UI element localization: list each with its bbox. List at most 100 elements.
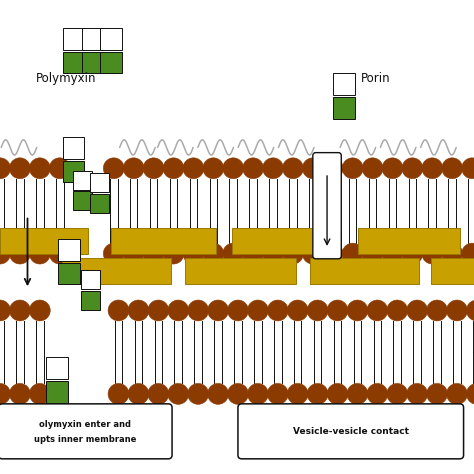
Circle shape — [263, 158, 283, 179]
Circle shape — [302, 243, 323, 264]
Text: Porin: Porin — [361, 72, 391, 85]
Circle shape — [382, 243, 403, 264]
Circle shape — [223, 243, 244, 264]
Bar — [63, 28, 84, 50]
Bar — [333, 97, 355, 118]
Circle shape — [203, 158, 224, 179]
Bar — [73, 191, 92, 210]
Bar — [46, 381, 68, 403]
Circle shape — [103, 158, 124, 179]
Circle shape — [307, 300, 328, 321]
Circle shape — [327, 383, 348, 404]
Bar — [111, 228, 216, 254]
Circle shape — [163, 243, 184, 264]
Circle shape — [128, 383, 149, 404]
Bar — [58, 263, 80, 284]
Bar — [431, 258, 474, 284]
Circle shape — [0, 158, 10, 179]
Circle shape — [148, 300, 169, 321]
Circle shape — [123, 243, 144, 264]
Circle shape — [228, 300, 248, 321]
Circle shape — [402, 158, 423, 179]
Circle shape — [447, 383, 467, 404]
Circle shape — [283, 243, 303, 264]
Bar — [73, 171, 92, 190]
Bar — [90, 173, 109, 192]
Circle shape — [462, 158, 474, 179]
Circle shape — [168, 383, 189, 404]
Circle shape — [29, 158, 50, 179]
Circle shape — [422, 243, 443, 264]
Circle shape — [302, 158, 323, 179]
Circle shape — [0, 300, 10, 321]
Circle shape — [247, 300, 268, 321]
Bar — [310, 258, 419, 284]
Circle shape — [442, 243, 463, 264]
Circle shape — [49, 158, 70, 179]
Bar — [100, 52, 122, 73]
Circle shape — [9, 383, 30, 404]
Circle shape — [267, 300, 288, 321]
Bar — [185, 258, 296, 284]
Circle shape — [402, 243, 423, 264]
Circle shape — [462, 243, 474, 264]
Circle shape — [188, 300, 209, 321]
Circle shape — [407, 383, 428, 404]
Bar — [63, 52, 84, 73]
Bar — [333, 73, 355, 95]
Circle shape — [362, 243, 383, 264]
Bar — [82, 52, 103, 73]
Circle shape — [263, 243, 283, 264]
Bar — [62, 258, 171, 284]
Circle shape — [243, 158, 264, 179]
Circle shape — [307, 383, 328, 404]
Circle shape — [29, 243, 50, 264]
Circle shape — [342, 158, 363, 179]
Text: upts inner membrane: upts inner membrane — [34, 436, 137, 444]
Circle shape — [208, 300, 228, 321]
Circle shape — [347, 300, 368, 321]
Circle shape — [29, 383, 50, 404]
Circle shape — [103, 243, 124, 264]
Circle shape — [128, 300, 149, 321]
Circle shape — [387, 383, 408, 404]
Circle shape — [447, 300, 467, 321]
Circle shape — [322, 158, 343, 179]
Circle shape — [243, 243, 264, 264]
Circle shape — [0, 383, 10, 404]
Circle shape — [108, 300, 129, 321]
FancyBboxPatch shape — [313, 153, 341, 259]
Circle shape — [466, 300, 474, 321]
Circle shape — [287, 300, 308, 321]
FancyBboxPatch shape — [238, 404, 464, 459]
Circle shape — [362, 158, 383, 179]
Circle shape — [466, 383, 474, 404]
Circle shape — [148, 383, 169, 404]
Text: olymyxin enter and: olymyxin enter and — [39, 420, 131, 428]
Bar — [82, 28, 103, 50]
Circle shape — [228, 383, 248, 404]
Bar — [358, 228, 460, 254]
Circle shape — [382, 158, 403, 179]
Text: Vesicle-vesicle contact: Vesicle-vesicle contact — [293, 427, 409, 436]
Circle shape — [267, 383, 288, 404]
Circle shape — [367, 300, 388, 321]
Circle shape — [442, 158, 463, 179]
Circle shape — [223, 158, 244, 179]
Circle shape — [0, 243, 10, 264]
Circle shape — [143, 158, 164, 179]
Circle shape — [247, 383, 268, 404]
Circle shape — [387, 300, 408, 321]
Bar — [100, 28, 122, 50]
Circle shape — [322, 243, 343, 264]
Circle shape — [123, 158, 144, 179]
Text: Polymyxin: Polymyxin — [36, 72, 96, 85]
Circle shape — [347, 383, 368, 404]
Circle shape — [9, 158, 30, 179]
Circle shape — [208, 383, 228, 404]
Circle shape — [407, 300, 428, 321]
Circle shape — [188, 383, 209, 404]
Circle shape — [327, 300, 348, 321]
Circle shape — [9, 300, 30, 321]
Bar — [0, 228, 88, 254]
